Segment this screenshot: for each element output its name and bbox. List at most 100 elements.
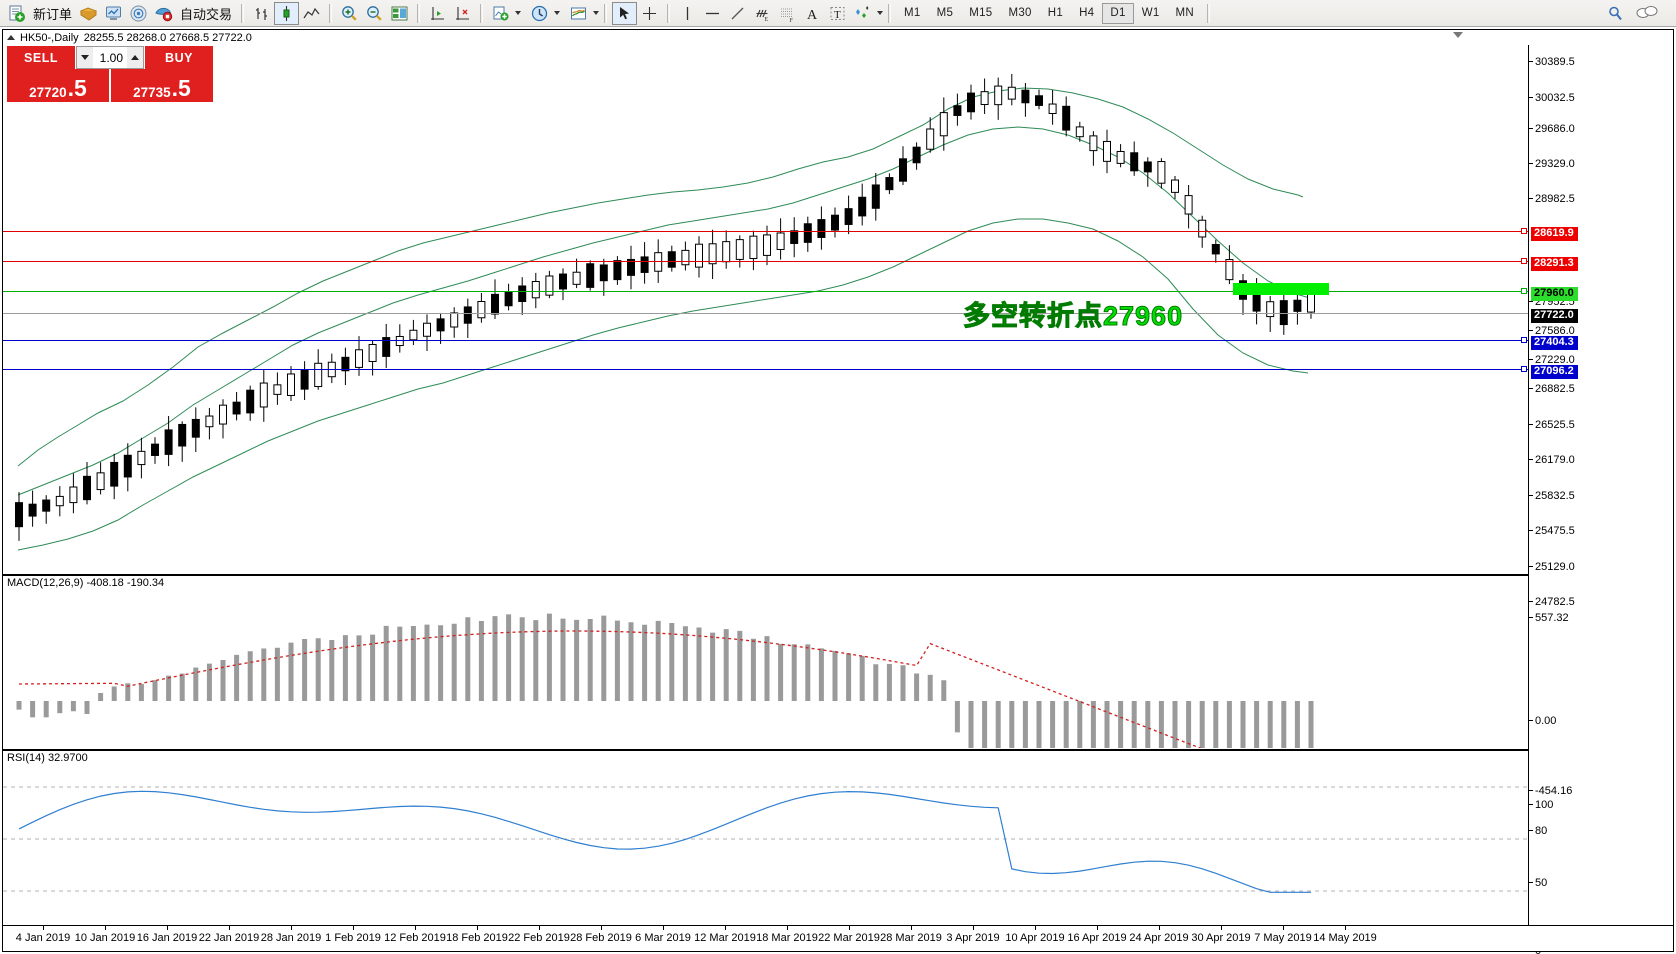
support-handle-2[interactable]	[1521, 366, 1527, 372]
support-line-2[interactable]	[3, 369, 1528, 370]
fibonacci-icon[interactable]: F	[775, 2, 800, 25]
pivot-handle[interactable]	[1521, 288, 1527, 294]
data-window-icon[interactable]	[425, 2, 450, 25]
trendline-icon[interactable]	[725, 2, 750, 25]
wallet-icon[interactable]	[76, 2, 101, 25]
indicators-icon[interactable]	[488, 2, 513, 25]
text-icon[interactable]: A	[800, 2, 825, 25]
time-label: 10 Apr 2019	[1005, 932, 1065, 944]
svg-text:T: T	[834, 9, 841, 21]
timeframe-m15[interactable]: M15	[969, 7, 993, 19]
hline-icon[interactable]	[700, 2, 725, 25]
templates-icon[interactable]	[566, 2, 591, 25]
time-label: 22 Jan 2019	[198, 932, 260, 944]
bar-chart-icon[interactable]	[249, 2, 274, 25]
resistance-handle-2[interactable]	[1521, 258, 1527, 264]
timeframe-h4[interactable]: H4	[1079, 7, 1095, 19]
timeframe-w1[interactable]: W1	[1141, 7, 1160, 19]
time-tick	[539, 926, 540, 930]
rsi-pane[interactable]: RSI(14) 32.9700	[3, 751, 1528, 927]
chevron-down-icon[interactable]	[515, 11, 522, 15]
time-label: 3 Apr 2019	[946, 932, 1000, 944]
new-order-icon[interactable]	[4, 2, 29, 25]
time-label: 24 Apr 2019	[1129, 932, 1189, 944]
periods-icon[interactable]	[527, 2, 552, 25]
volume-stepper[interactable]: 1.00	[76, 46, 144, 69]
cursor-icon[interactable]	[612, 1, 638, 25]
candlestick-icon[interactable]	[274, 1, 300, 25]
time-tick	[1159, 926, 1160, 930]
chevron-down-icon[interactable]	[877, 11, 884, 15]
new-order-label[interactable]: 新订单	[33, 6, 73, 22]
time-scale[interactable]: 4 Jan 2019 10 Jan 2019 16 Jan 2019 22 Jan 2…	[3, 925, 1673, 951]
zoom-out-icon[interactable]	[362, 2, 387, 25]
resistance-handle-1[interactable]	[1521, 228, 1527, 234]
pivot-tag[interactable]: 27960.0	[1531, 287, 1578, 301]
autotrading-icon[interactable]	[151, 2, 176, 25]
grid-icon[interactable]	[450, 2, 475, 25]
collapse-triangle-icon[interactable]	[7, 35, 15, 40]
macd-tick: 557.32	[1529, 613, 1569, 624]
signals-icon[interactable]	[126, 2, 151, 25]
volume-decrease-button[interactable]	[77, 47, 93, 68]
timeframe-m1[interactable]: M1	[904, 7, 921, 19]
tile-windows-icon[interactable]	[387, 2, 412, 25]
price-chart-svg	[17, 87, 1314, 551]
terminal-icon[interactable]	[101, 2, 126, 25]
price-tick: 27586.0	[1529, 326, 1575, 337]
support-line-1[interactable]	[3, 340, 1528, 341]
time-tick	[1097, 926, 1098, 930]
pivot-line[interactable]	[3, 291, 1528, 292]
time-tick	[43, 926, 44, 930]
chevron-down-icon[interactable]	[1453, 32, 1463, 38]
chat-icon[interactable]	[1636, 5, 1658, 22]
toolbar-separator	[417, 3, 421, 23]
last-price-tag: 27722.0	[1531, 309, 1578, 323]
volume-increase-button[interactable]	[127, 47, 143, 68]
time-tick	[291, 926, 292, 930]
macd-pane[interactable]: MACD(12,26,9) -408.18 -190.34	[3, 576, 1528, 748]
support-tag-1[interactable]: 27404.3	[1531, 336, 1578, 350]
buy-price-integer: 27735	[133, 84, 171, 100]
timeframe-d1[interactable]: D1	[1102, 2, 1134, 24]
time-tick	[353, 926, 354, 930]
rsi-label: RSI(14) 32.9700	[7, 752, 88, 764]
support-tag-2[interactable]: 27096.2	[1531, 365, 1578, 379]
price-tick: 26882.5	[1529, 384, 1575, 395]
resistance-tag-1[interactable]: 28619.9	[1531, 227, 1578, 241]
price-pane[interactable]	[3, 45, 1528, 574]
shapes-icon[interactable]	[850, 2, 875, 25]
vline-icon[interactable]	[675, 2, 700, 25]
volume-input[interactable]: 1.00	[93, 47, 127, 68]
time-label: 18 Feb 2019	[446, 932, 508, 944]
price-tick: 28982.5	[1529, 194, 1575, 205]
resistance-line-2[interactable]	[3, 261, 1528, 262]
svg-text:E: E	[765, 17, 769, 23]
sell-button[interactable]: SELL	[7, 46, 75, 69]
resistance-line-1[interactable]	[3, 231, 1528, 232]
support-handle-1[interactable]	[1521, 337, 1527, 343]
timeframe-m30[interactable]: M30	[1008, 7, 1032, 19]
timeframe-mn[interactable]: MN	[1175, 7, 1195, 19]
zoom-in-icon[interactable]	[337, 2, 362, 25]
price-tick: 25129.0	[1529, 562, 1575, 573]
label-icon[interactable]: T	[825, 2, 850, 25]
timeframe-h1[interactable]: H1	[1047, 7, 1064, 19]
resistance-tag-2[interactable]: 28291.3	[1531, 257, 1578, 271]
time-tick	[725, 926, 726, 930]
time-tick	[973, 926, 974, 930]
timeframe-m5[interactable]: M5	[936, 7, 954, 19]
buy-button[interactable]: BUY	[145, 46, 213, 69]
sell-price[interactable]: 27720 .5	[7, 69, 109, 102]
price-scale[interactable]: 30389.5 30032.5 29686.0 29329.0 28982.5 …	[1528, 45, 1673, 954]
toolbar-separator	[667, 3, 671, 23]
time-label: 1 Feb 2019	[325, 932, 381, 944]
buy-price[interactable]: 27735 .5	[111, 69, 213, 102]
autotrading-label[interactable]: 自动交易	[180, 6, 233, 22]
chevron-down-icon[interactable]	[554, 11, 561, 15]
line-chart-icon[interactable]	[299, 2, 324, 25]
search-icon[interactable]	[1607, 5, 1624, 22]
elliott-icon[interactable]: E	[750, 2, 775, 25]
chevron-down-icon[interactable]	[593, 11, 600, 15]
crosshair-icon[interactable]	[637, 2, 662, 25]
